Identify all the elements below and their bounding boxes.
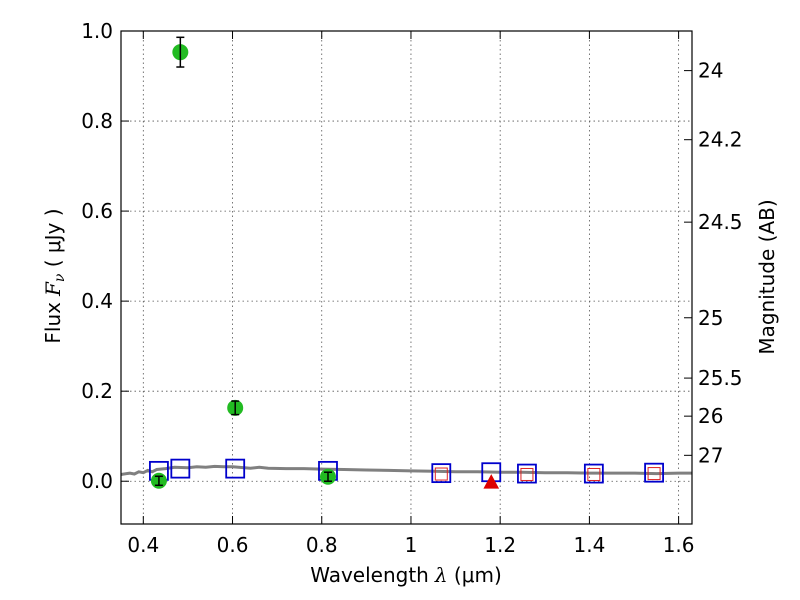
red-square-marker <box>434 467 448 481</box>
red-square-marker <box>647 467 661 481</box>
y-axis-title-close: ) <box>41 208 65 222</box>
y-axis-title-open: ( <box>41 253 65 274</box>
y2-tick-label: 24.2 <box>698 128 743 152</box>
ticks-layer <box>121 30 692 524</box>
model-square-marker <box>170 458 191 479</box>
y-axis-title-prefix: Flux <box>41 302 65 344</box>
y2-tick-label: 24 <box>698 59 723 83</box>
y-axis-title-symbol: F <box>41 281 65 297</box>
y2-axis-title: Magnitude (AB) <box>755 199 779 354</box>
y-axis-title-subscript: ν <box>52 273 68 282</box>
x-axis-title-close: ) <box>494 563 502 587</box>
red-square-marker <box>520 467 534 481</box>
x-axis-title-symbol: λ <box>434 563 448 587</box>
y2-tick-label: 26 <box>698 404 723 428</box>
x-tick-label: 1.4 <box>573 533 605 557</box>
upper-limit-marker <box>483 474 500 489</box>
x-tick-label: 1 <box>405 533 418 557</box>
data-layer <box>120 36 692 489</box>
model-square-marker <box>517 463 537 484</box>
x-axis-title: Wavelength λ (μm) <box>310 563 502 587</box>
x-tick-label: 1.2 <box>484 533 516 557</box>
y-tick-label: 0.2 <box>81 379 113 403</box>
y-axis-title-unit: μJy <box>41 222 65 253</box>
y-tick-label: 1.0 <box>81 19 113 43</box>
y-tick-label: 0.6 <box>81 199 113 223</box>
model-square-marker <box>431 463 452 484</box>
x-axis-title-unit: μm <box>462 563 494 587</box>
y2-tick-label: 25.5 <box>698 366 743 390</box>
y-tick-label: 0.4 <box>81 289 113 313</box>
x-tick-label: 1.6 <box>663 533 695 557</box>
model-square-marker <box>644 462 664 483</box>
model-square-marker <box>583 463 604 484</box>
y-axis-title: Flux Fν ( μJy ) <box>41 208 68 343</box>
x-axis-title-open: ( <box>448 563 462 587</box>
model-square-marker <box>225 458 246 479</box>
sed-model-curve <box>120 464 692 476</box>
x-tick-label: 0.4 <box>127 533 159 557</box>
y-tick-label: 0.0 <box>81 469 113 493</box>
x-tick-label: 0.6 <box>217 533 249 557</box>
y2-tick-label: 24.5 <box>698 210 743 234</box>
y-tick-label: 0.8 <box>81 109 113 133</box>
x-tick-label: 0.8 <box>306 533 338 557</box>
x-axis-title-prefix: Wavelength <box>310 563 429 587</box>
red-square-marker <box>587 467 601 481</box>
y2-tick-label: 25 <box>698 306 723 330</box>
y2-tick-label: 27 <box>698 443 723 467</box>
labels-layer: 0.4 0.6 0.8 1 1.2 1.4 1.6 0.0 0.2 0.4 0.6 0.8 1.0 24 2… <box>81 19 742 557</box>
plot-frame <box>120 30 693 525</box>
